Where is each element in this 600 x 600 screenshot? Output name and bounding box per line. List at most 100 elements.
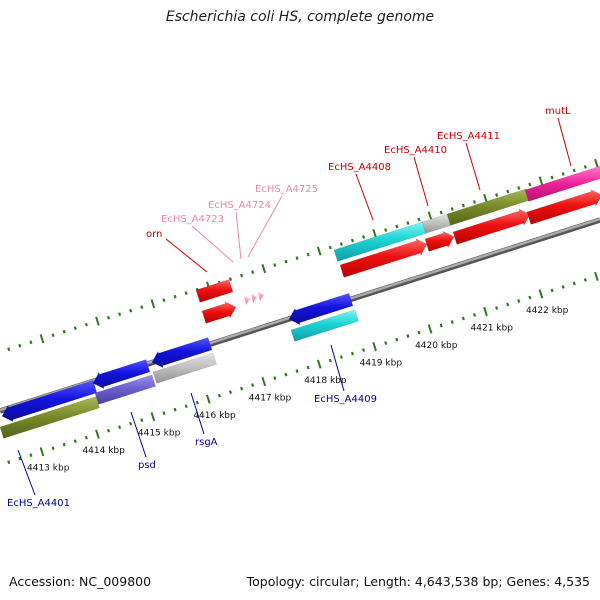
minor-tick	[550, 288, 554, 293]
ecHS_A4409-bar	[290, 309, 359, 342]
minor-tick	[561, 172, 565, 176]
minor-tick	[450, 320, 454, 324]
minor-tick	[284, 259, 288, 264]
ecHS_A4724-label: EcHS_A4724	[208, 200, 271, 211]
minor-tick	[7, 460, 11, 465]
ecHS_A4408-gene	[339, 238, 428, 278]
major-tick	[483, 306, 488, 317]
tick-label: 4418 kbp	[304, 376, 347, 386]
minor-tick	[306, 365, 310, 370]
minor-tick	[439, 323, 443, 328]
psd-gene	[92, 359, 151, 390]
minor-tick	[295, 369, 299, 373]
minor-tick	[506, 302, 510, 307]
minor-tick	[62, 329, 66, 334]
major-tick	[372, 228, 377, 239]
minor-tick	[517, 299, 521, 303]
rsgA-label: rsgA	[195, 437, 218, 448]
ecHS_A4725-label: EcHS_A4725	[255, 184, 318, 195]
rsgA-gene	[151, 337, 213, 369]
minor-tick	[251, 383, 255, 387]
minor-tick	[362, 235, 366, 239]
major-tick	[95, 316, 100, 326]
minor-tick	[84, 322, 88, 327]
minor-tick	[173, 407, 177, 412]
ecHS_A4411-gene	[452, 208, 531, 245]
rna-feature-3	[258, 292, 264, 301]
ecHS_A4724-leader	[235, 211, 242, 260]
minor-tick	[51, 446, 55, 451]
ecHS_A4401-leader	[17, 449, 36, 496]
minor-tick	[228, 390, 233, 394]
minor-tick	[173, 294, 177, 299]
tick-label: 4414 kbp	[82, 446, 125, 456]
ecHS_A4723-label: EcHS_A4723	[161, 214, 224, 225]
tick-label: 4415 kbp	[138, 429, 181, 439]
minor-tick	[118, 312, 122, 317]
minor-tick	[362, 348, 366, 352]
orn-gene-a	[195, 279, 234, 303]
genome-summary-text: Topology: circular; Length: 4,643,538 bp…	[246, 574, 590, 589]
major-tick	[316, 246, 322, 256]
minor-tick	[406, 221, 410, 225]
tick-label: 4416 kbp	[193, 411, 236, 421]
minor-tick	[583, 165, 587, 169]
minor-tick	[29, 340, 33, 345]
minor-tick	[384, 341, 388, 345]
minor-tick	[439, 210, 443, 215]
minor-tick	[140, 418, 144, 423]
minor-tick	[395, 337, 399, 342]
minor-tick	[328, 358, 332, 363]
minor-tick	[228, 277, 233, 281]
major-tick	[427, 211, 433, 221]
rsgA-leader	[190, 392, 205, 435]
minor-tick	[84, 435, 88, 440]
minor-tick	[339, 242, 343, 246]
minor-tick	[18, 343, 22, 348]
minor-tick	[29, 453, 33, 458]
reverse-tick-row: 4413 kbp 4414 kbp 4415 kbp 4416 kbp 4417 kbp…	[7, 271, 599, 474]
minor-tick	[251, 270, 255, 274]
major-tick	[39, 334, 45, 344]
psd-leader	[130, 411, 147, 458]
minor-tick	[295, 256, 299, 260]
minor-tick	[106, 315, 111, 320]
ecHS_A4410-label: EcHS_A4410	[384, 145, 447, 156]
ecHS_A4401-label: EcHS_A4401	[7, 498, 70, 509]
minor-tick	[495, 193, 499, 197]
minor-tick	[572, 281, 576, 286]
minor-tick	[350, 351, 354, 356]
minor-tick	[583, 278, 587, 282]
gene-features	[0, 165, 600, 439]
orn-gene-b	[201, 301, 237, 324]
minor-tick	[495, 306, 499, 310]
ecHS_A4411-leader	[465, 142, 481, 191]
minor-tick	[118, 425, 122, 430]
minor-tick	[217, 393, 221, 398]
rna-feature-2	[251, 294, 257, 303]
rsgA-bar	[152, 352, 217, 384]
tick-label: 4419 kbp	[360, 359, 403, 369]
minor-tick	[129, 308, 133, 313]
rna-feature-1	[244, 296, 250, 305]
ecHS_A4408-leader	[355, 173, 374, 221]
major-tick	[372, 341, 377, 352]
map-title: Escherichia coli HS, complete genome	[165, 9, 435, 25]
minor-tick	[572, 168, 576, 173]
major-tick	[594, 158, 599, 169]
minor-tick	[384, 228, 388, 232]
major-tick	[261, 264, 267, 274]
ecHS_A4725-leader	[247, 195, 283, 258]
major-tick	[538, 176, 544, 186]
minor-tick	[561, 285, 565, 289]
ecHS_A4408-label: EcHS_A4408	[328, 162, 391, 173]
minor-tick	[240, 273, 244, 278]
minor-tick	[528, 182, 532, 187]
minor-tick	[106, 428, 111, 433]
major-tick	[95, 429, 100, 439]
minor-tick	[306, 252, 310, 257]
ecHS_A4408-bar	[333, 221, 427, 262]
orn-leader	[165, 238, 208, 273]
minor-tick	[18, 456, 22, 461]
